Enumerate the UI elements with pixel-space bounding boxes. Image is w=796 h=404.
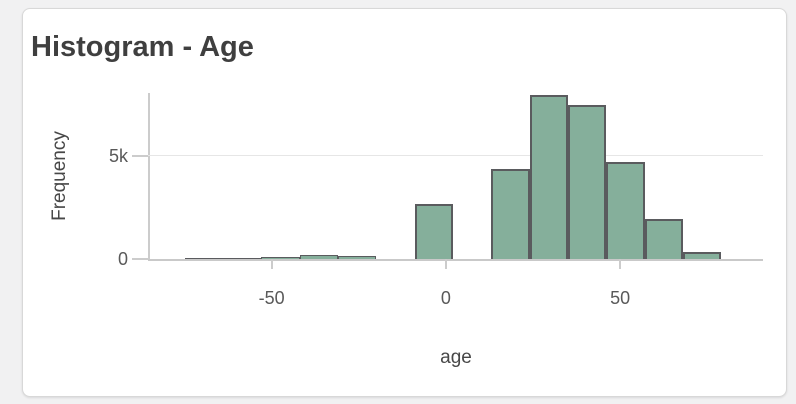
x-axis-tick <box>270 259 273 269</box>
chart-card: Histogram - Age 0 5k -50 0 50 Frequency age <box>22 8 787 397</box>
y-axis-tick <box>132 258 148 260</box>
x-tick-label: 0 <box>440 288 451 308</box>
histogram-bar[interactable] <box>337 255 377 259</box>
histogram-bar[interactable] <box>491 168 530 259</box>
x-axis-line <box>148 259 763 261</box>
y-axis-tick <box>132 154 148 157</box>
y-axis-line <box>148 93 150 259</box>
x-axis-tick <box>444 259 447 269</box>
plot-area: 0 5k -50 0 50 <box>109 93 763 307</box>
x-tick-label: -50 <box>258 288 285 308</box>
histogram-bar[interactable] <box>414 203 453 259</box>
x-axis-tick <box>619 259 622 269</box>
histogram-bar[interactable] <box>606 161 645 259</box>
histogram-bar[interactable] <box>299 255 338 259</box>
x-tick-label: 50 <box>610 288 631 308</box>
y-axis-title: Frequency <box>49 131 70 221</box>
histogram-bar[interactable] <box>184 257 223 259</box>
y-tick-label: 5k <box>108 145 128 166</box>
x-axis-title: age <box>440 347 472 368</box>
histogram-bar[interactable] <box>261 256 300 259</box>
histogram-bar[interactable] <box>567 104 607 259</box>
histogram-bar[interactable] <box>529 95 568 259</box>
histogram-bar[interactable] <box>222 257 262 259</box>
histogram-bar[interactable] <box>682 251 722 259</box>
chart-title: Histogram - Age <box>31 31 254 63</box>
y-tick-label: 0 <box>117 249 128 269</box>
gridline-5k <box>148 155 763 157</box>
histogram-bar[interactable] <box>644 219 683 259</box>
